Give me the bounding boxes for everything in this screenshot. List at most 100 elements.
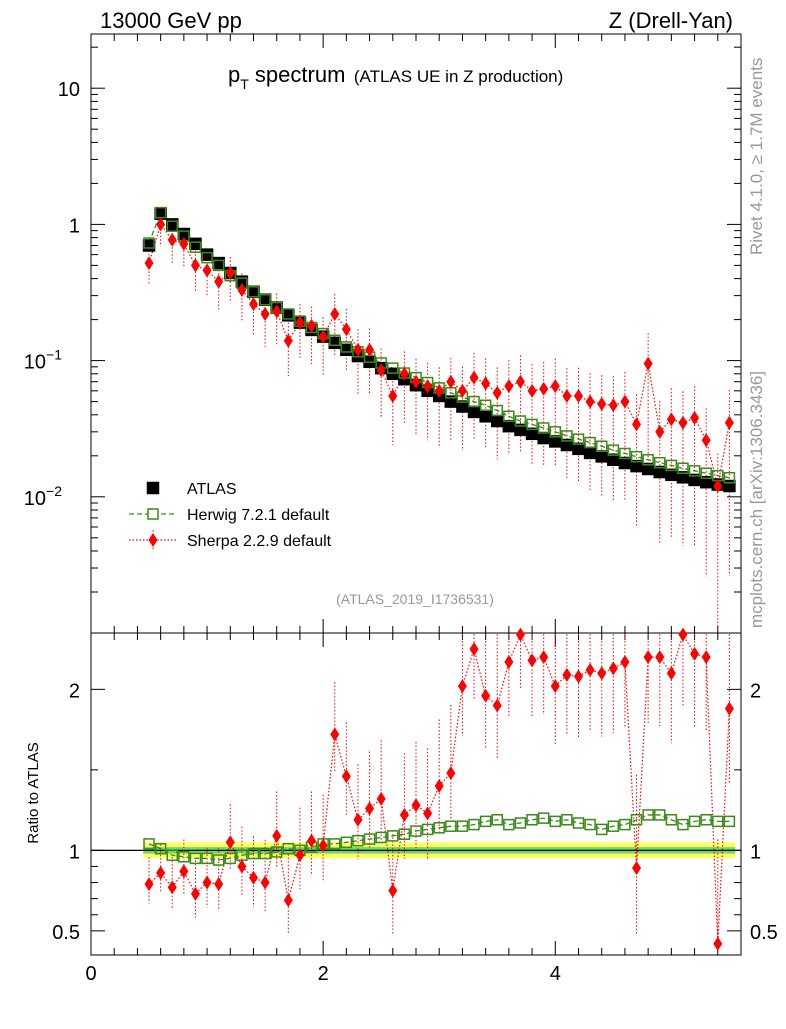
herwig-ratio-point	[224, 852, 237, 865]
herwig-ratio-point	[363, 833, 376, 845]
herwig-ratio-point	[468, 818, 480, 831]
herwig-point	[212, 259, 225, 272]
herwig-ratio-point	[561, 814, 573, 826]
sherpa-ratio-point	[214, 877, 224, 892]
sherpa-point	[457, 383, 467, 398]
side-label-rivet: Rivet 4.1.0, ≥ 1.7M events	[747, 57, 766, 255]
herwig-point	[561, 430, 573, 442]
sherpa-ratio-point	[283, 893, 293, 908]
herwig-ratio-point	[282, 842, 295, 855]
atlas-point	[502, 419, 516, 433]
sherpa-point	[724, 415, 734, 430]
y-tick-ratio-label: 2	[69, 680, 80, 702]
header-right: Z (Drell-Yan)	[609, 8, 733, 33]
y-tick-ratio-label-right: 2	[750, 680, 761, 702]
atlas-point	[328, 336, 341, 350]
sherpa-point	[539, 381, 549, 396]
herwig-ratio-point	[201, 852, 213, 865]
herwig-ratio-point	[479, 815, 492, 828]
sherpa-point	[515, 374, 525, 389]
header-left: 13000 GeV pp	[100, 8, 242, 33]
herwig-ratio-point	[270, 846, 283, 858]
sherpa-point	[632, 417, 642, 432]
sherpa-ratio-point	[318, 838, 328, 853]
sherpa-point	[492, 385, 502, 400]
herwig-ratio-point	[166, 849, 178, 861]
herwig-point	[688, 465, 701, 477]
sherpa-ratio-point	[701, 650, 711, 665]
sherpa-ratio-point	[411, 798, 421, 813]
atlas-point	[595, 450, 608, 463]
sherpa-point	[678, 415, 688, 430]
herwig-point	[654, 456, 666, 469]
herwig-ratio-point	[433, 822, 445, 834]
sherpa-ratio-point	[469, 642, 479, 657]
atlas-point	[212, 256, 225, 270]
herwig-point	[700, 467, 712, 479]
sherpa-point	[190, 258, 200, 273]
herwig-point	[201, 251, 213, 264]
y-tick-ratio-label-right: 0.5	[750, 922, 778, 944]
sherpa-ratio-point	[655, 650, 665, 665]
sherpa-ratio-point	[446, 766, 456, 781]
herwig-ratio-point	[259, 847, 271, 860]
sherpa-point	[446, 374, 456, 389]
legend-sherpa-marker	[148, 533, 158, 547]
title-p: p	[228, 62, 240, 87]
herwig-point	[595, 440, 608, 453]
sherpa-point	[318, 329, 328, 344]
sherpa-ratio-point	[341, 769, 351, 784]
atlas-point	[572, 442, 585, 456]
herwig-ratio-point	[723, 815, 736, 828]
sherpa-point	[365, 342, 375, 357]
sherpa-ratio-point	[678, 627, 688, 642]
sherpa-ratio-point	[608, 661, 618, 676]
atlas-point	[200, 248, 214, 261]
sherpa-point	[330, 306, 340, 321]
herwig-point	[387, 362, 399, 374]
legend-label: Herwig 7.2.1 default	[187, 507, 330, 524]
atlas-point	[258, 293, 272, 306]
sherpa-point	[399, 366, 409, 381]
sherpa-ratio-point	[179, 864, 189, 879]
herwig-point	[468, 395, 480, 408]
y-tick-label: 10−1	[24, 347, 62, 374]
herwig-ratio-point	[677, 818, 689, 831]
sherpa-point	[156, 217, 166, 232]
sherpa-ratio-line	[148, 633, 730, 944]
herwig-ratio-point	[688, 815, 701, 828]
sherpa-ratio-point	[585, 663, 595, 678]
herwig-ratio-point	[387, 830, 399, 842]
herwig-point	[642, 454, 654, 466]
sherpa-ratio-point	[376, 791, 386, 806]
herwig-ratio-point	[398, 828, 411, 840]
herwig-point	[677, 462, 689, 475]
herwig-point	[143, 237, 155, 249]
sherpa-point	[434, 383, 444, 398]
herwig-ratio-point	[178, 851, 190, 863]
sherpa-point	[550, 379, 560, 394]
sherpa-ratio-point	[574, 669, 583, 684]
herwig-point	[526, 418, 538, 431]
sherpa-ratio-point	[144, 877, 154, 892]
atlas-point	[189, 237, 202, 251]
herwig-ratio-point	[642, 809, 654, 821]
herwig-point	[491, 404, 503, 417]
sherpa-ratio-point	[353, 812, 363, 827]
legend-atlas-marker	[146, 481, 160, 495]
sherpa-ratio-point	[666, 666, 676, 681]
atlas-point	[142, 239, 156, 252]
y-tick-ratio-label: 1	[69, 841, 80, 863]
y-tick-exp: −1	[46, 347, 62, 363]
herwig-ratio-point	[340, 836, 353, 849]
sherpa-point	[562, 388, 572, 403]
herwig-ratio-point	[329, 838, 341, 850]
sherpa-point	[690, 410, 700, 425]
herwig-point	[259, 293, 271, 306]
sherpa-ratio-point	[399, 807, 409, 822]
sherpa-ratio-point	[202, 875, 212, 890]
atlas-point	[583, 446, 597, 460]
herwig-ratio-point	[352, 834, 364, 847]
sherpa-ratio-point	[190, 886, 200, 901]
herwig-ratio-point	[154, 842, 167, 855]
